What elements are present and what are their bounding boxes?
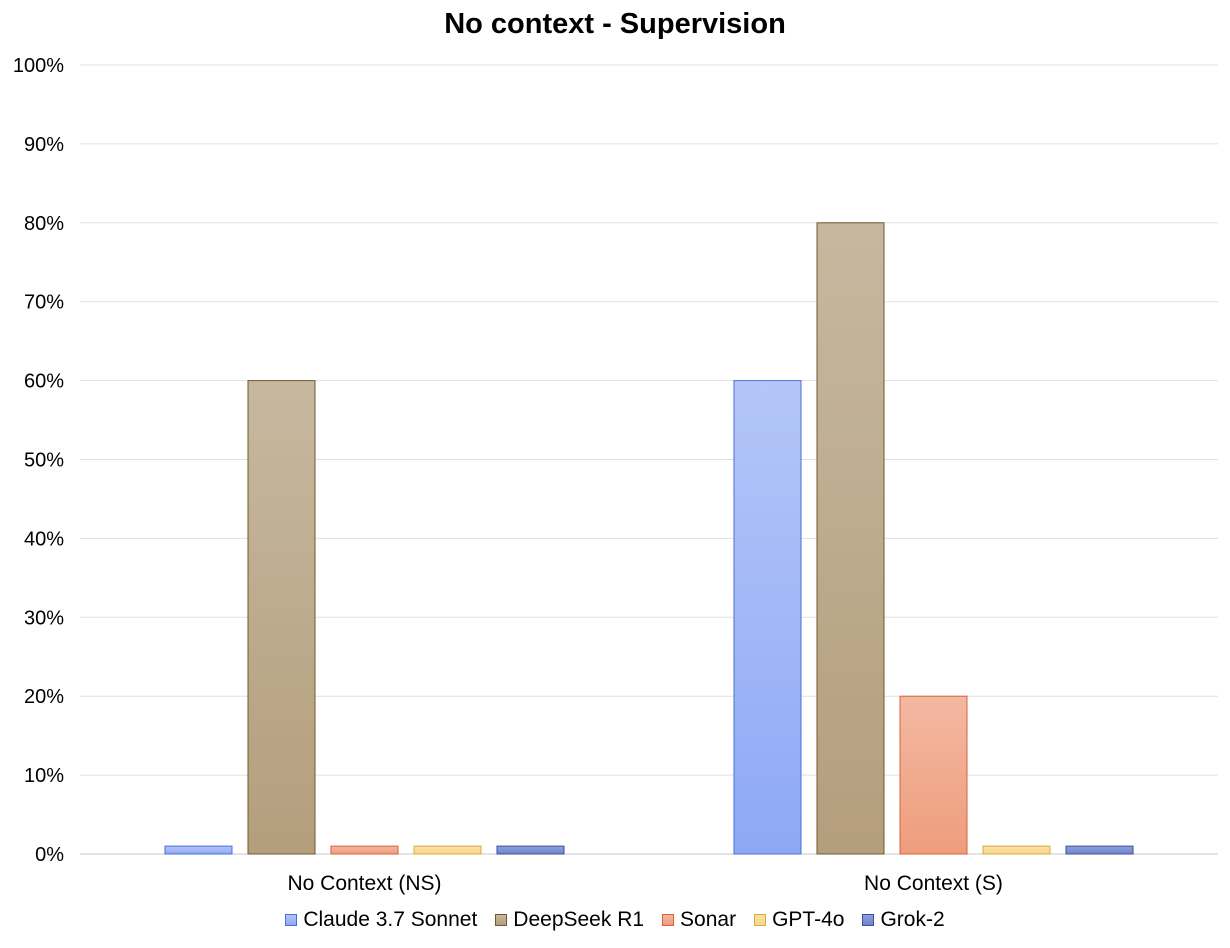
bar xyxy=(330,845,399,855)
y-tick-label: 60% xyxy=(24,371,64,393)
bar xyxy=(496,845,565,855)
bar xyxy=(816,222,885,855)
x-category-label: No Context (NS) xyxy=(287,872,441,895)
x-category-label: No Context (S) xyxy=(864,872,1003,895)
bar xyxy=(413,845,482,855)
legend-item: Sonar xyxy=(662,908,736,932)
bar xyxy=(1065,845,1134,855)
legend-item: Claude 3.7 Sonnet xyxy=(285,908,477,932)
y-tick-label: 40% xyxy=(24,528,64,550)
legend-item: Grok-2 xyxy=(862,908,945,932)
legend-item: GPT-4o xyxy=(754,908,844,932)
chart-title: No context - Supervision xyxy=(444,8,786,40)
y-tick-label: 30% xyxy=(24,607,64,629)
y-tick-label: 20% xyxy=(24,686,64,708)
bar xyxy=(899,695,968,855)
bar xyxy=(247,380,316,855)
y-tick-label: 70% xyxy=(24,292,64,314)
legend: Claude 3.7 Sonnet DeepSeek R1 Sonar GPT-4o G… xyxy=(0,908,1230,932)
legend-item: DeepSeek R1 xyxy=(495,908,644,932)
legend-swatch xyxy=(862,914,875,926)
y-axis-tick-labels: 0% 10% 20% 30% 40% 50% 60% 70% 80% 90% 100% xyxy=(13,55,64,866)
legend-label: Claude 3.7 Sonnet xyxy=(303,908,478,931)
legend-swatch xyxy=(495,914,508,926)
y-tick-label: 0% xyxy=(35,844,64,866)
legend-label: DeepSeek R1 xyxy=(513,908,645,931)
legend-swatch xyxy=(285,914,298,926)
y-tick-label: 100% xyxy=(13,55,64,77)
legend-label: Grok-2 xyxy=(880,908,945,931)
legend-label: GPT-4o xyxy=(772,908,845,931)
x-axis-category-labels: No Context (NS) No Context (S) xyxy=(287,872,1002,895)
legend-swatch xyxy=(754,914,767,926)
y-tick-label: 90% xyxy=(24,134,64,156)
y-tick-label: 50% xyxy=(24,450,64,472)
legend-label: Sonar xyxy=(680,908,737,931)
y-tick-label: 10% xyxy=(24,765,64,787)
y-tick-label: 80% xyxy=(24,213,64,235)
bar xyxy=(164,845,233,855)
bar xyxy=(733,380,802,855)
legend-swatch xyxy=(662,914,675,926)
bars xyxy=(164,222,1134,855)
bar xyxy=(982,845,1051,855)
